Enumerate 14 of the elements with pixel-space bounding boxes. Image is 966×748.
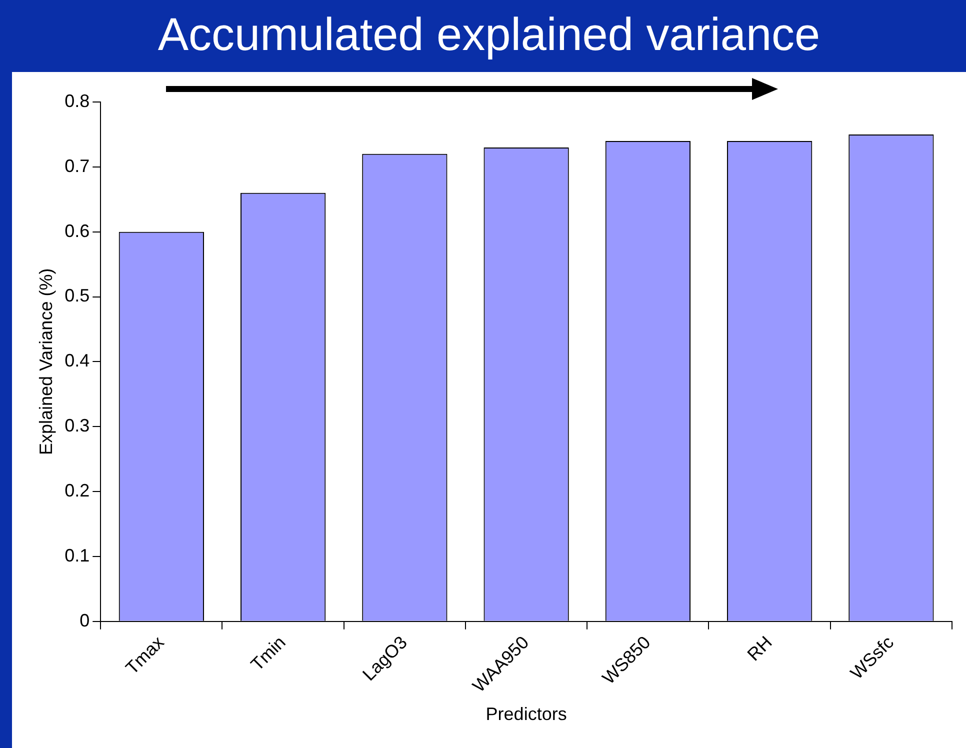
x-tick-label: RH (743, 632, 776, 665)
y-tick-label: 0.3 (64, 416, 90, 436)
chart-title: Accumulated explained variance (156, 7, 822, 62)
y-tick-label: 0.1 (64, 545, 90, 566)
y-axis-title: Explained Variance (%) (36, 268, 56, 456)
y-tick-label: 0.7 (64, 156, 90, 176)
x-axis-title: Predictors (486, 704, 567, 724)
y-tick-label: 0.8 (64, 90, 90, 111)
y-tick-label: 0.4 (64, 350, 90, 371)
y-tick-label: 0.2 (64, 480, 90, 500)
y-tick-label: 0.6 (64, 220, 90, 241)
y-tick-label: 0 (80, 610, 90, 630)
y-tick-label: 0.5 (64, 286, 90, 306)
x-tick-label: Tmin (246, 632, 290, 675)
